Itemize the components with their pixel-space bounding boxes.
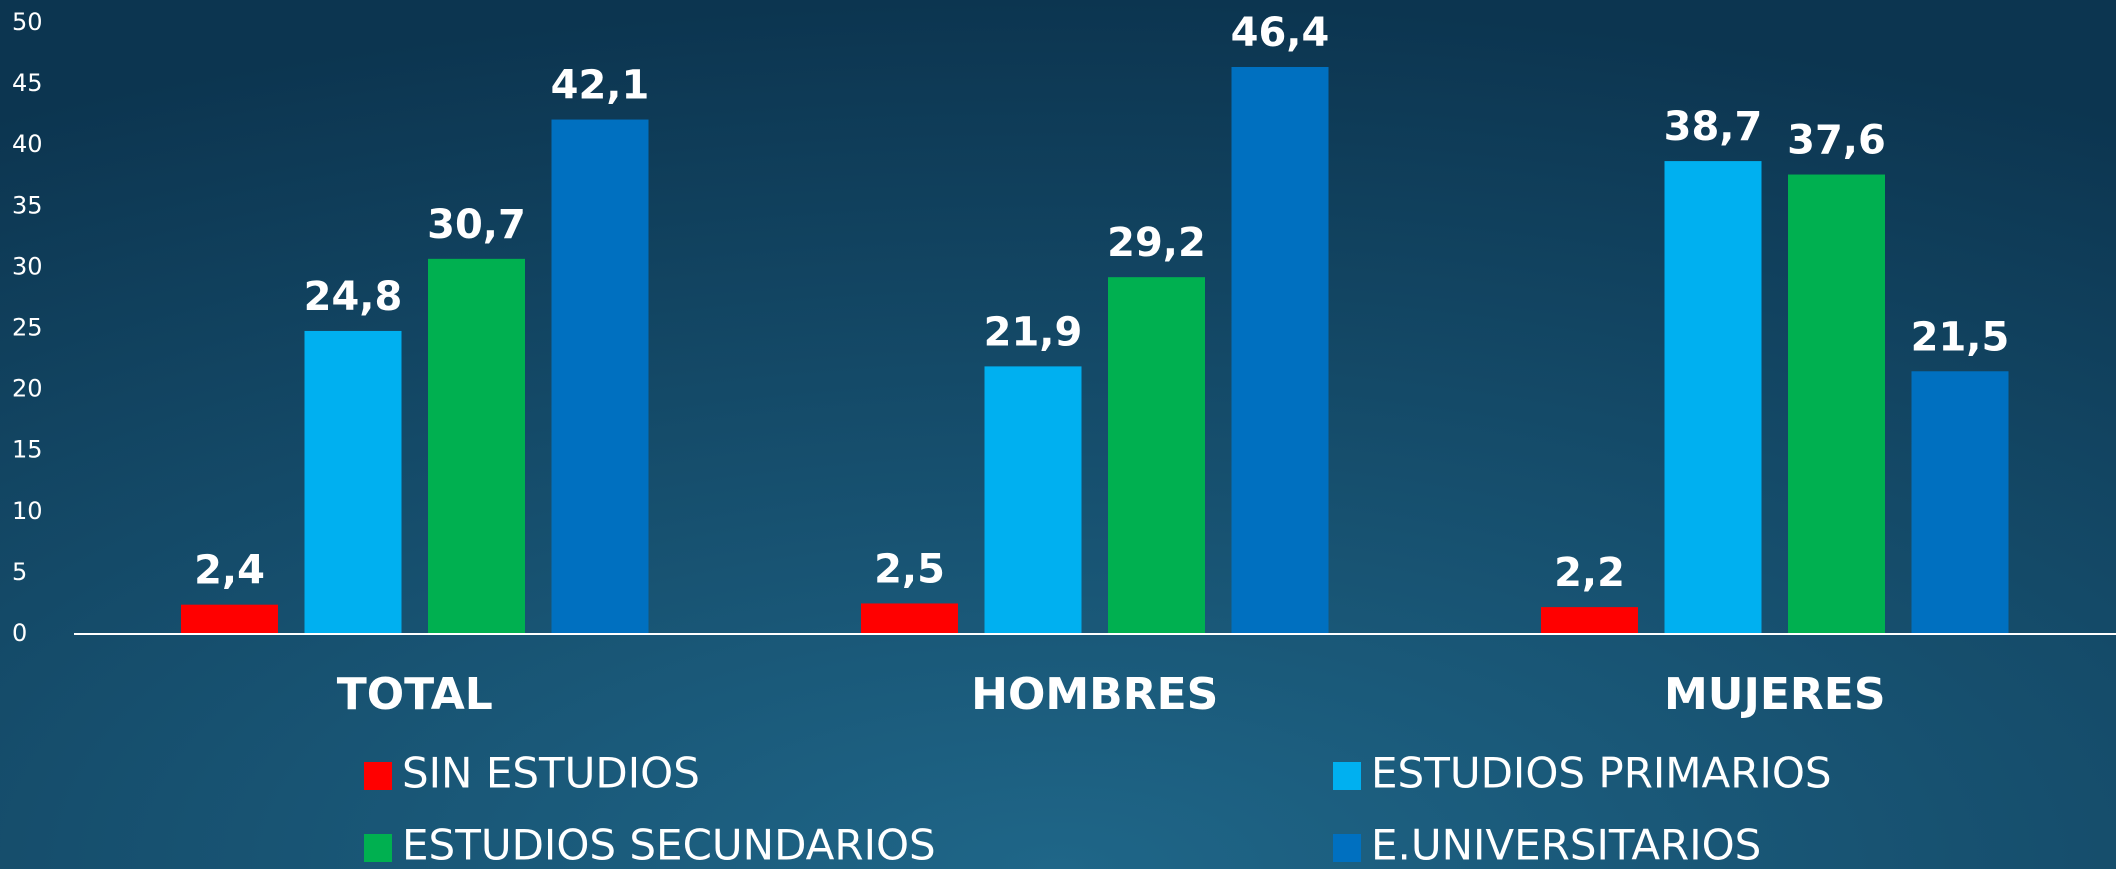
legend-swatch: [1333, 834, 1361, 862]
y-tick-label: 5: [12, 558, 27, 586]
value-label: 38,7: [1664, 104, 1763, 150]
x-tick-label: TOTAL: [337, 669, 493, 720]
bar: [428, 258, 525, 634]
y-tick-label: 10: [12, 497, 43, 525]
legend-swatch: [1333, 762, 1361, 790]
bar: [1911, 371, 2009, 634]
bar: [181, 604, 278, 634]
value-label: 46,4: [1231, 10, 1330, 56]
legend-swatch: [364, 834, 392, 862]
legend-label: ESTUDIOS SECUNDARIOS: [402, 821, 936, 869]
bar: [1541, 607, 1638, 634]
value-label: 2,4: [194, 548, 265, 594]
bar: [1788, 174, 1885, 634]
value-label: 21,9: [984, 309, 1083, 355]
y-tick-label: 30: [12, 252, 43, 280]
value-label: 37,6: [1787, 118, 1886, 164]
value-label: 24,8: [304, 274, 403, 320]
x-tick-label: HOMBRES: [971, 669, 1218, 720]
y-tick-label: 25: [12, 314, 43, 342]
value-label: 21,5: [1911, 314, 2010, 360]
value-label: 42,1: [551, 63, 650, 109]
legend-swatch: [364, 762, 392, 790]
y-tick-label: 15: [12, 436, 43, 464]
bar: [1231, 66, 1329, 634]
value-label: 30,7: [427, 202, 526, 248]
bar: [861, 603, 958, 634]
bar: [304, 330, 402, 634]
y-tick-label: 40: [12, 130, 43, 158]
y-tick-label: 20: [12, 375, 43, 403]
legend-label: SIN ESTUDIOS: [402, 749, 700, 798]
x-tick-label: MUJERES: [1664, 669, 1886, 720]
legend-label: ESTUDIOS PRIMARIOS: [1371, 749, 1832, 798]
y-tick-label: 45: [12, 69, 43, 97]
y-tick-label: 50: [12, 8, 43, 36]
value-label: 2,5: [874, 546, 945, 592]
y-tick-label: 35: [12, 191, 43, 219]
bar: [984, 366, 1082, 634]
value-label: 29,2: [1107, 220, 1206, 266]
legend-label: E.UNIVERSITARIOS: [1371, 821, 1761, 869]
bar: [551, 119, 649, 634]
bar: [1108, 277, 1205, 634]
bar: [1664, 161, 1762, 634]
y-tick-label: 0: [12, 619, 27, 647]
value-label: 2,2: [1554, 550, 1625, 596]
